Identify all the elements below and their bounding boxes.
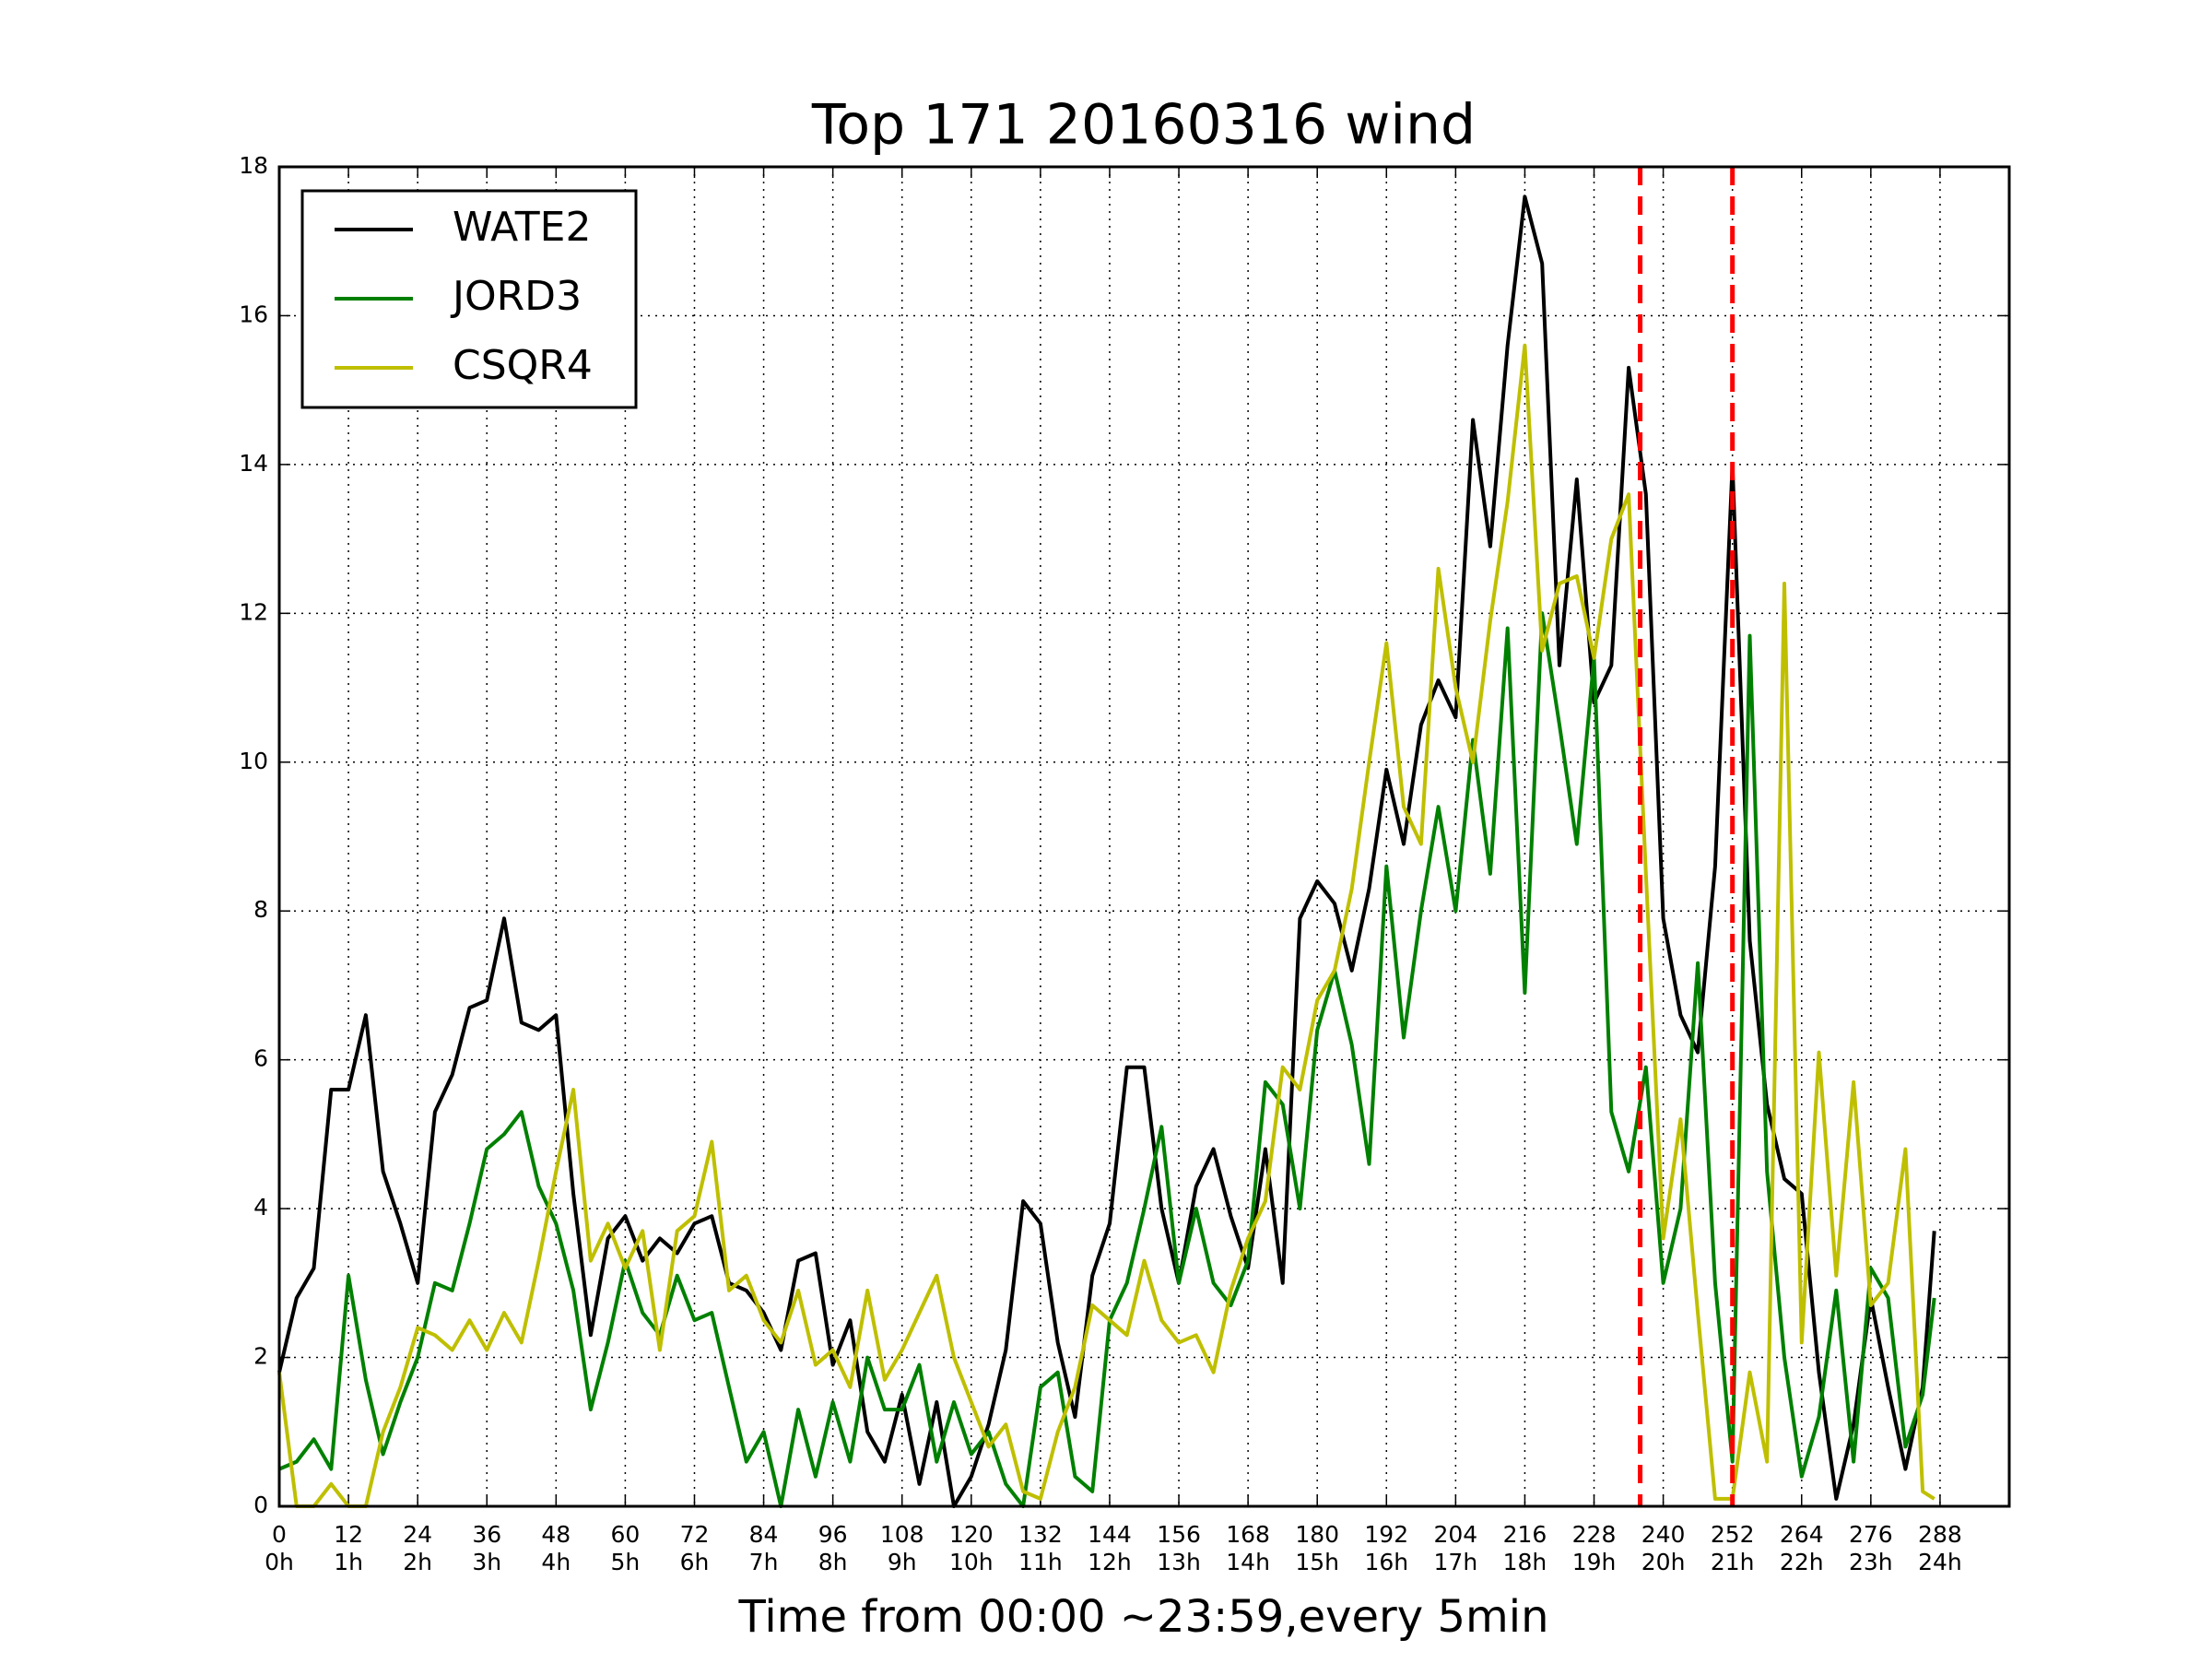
x-tick-label: 156 [1157, 1521, 1201, 1548]
x-tick-hour-label: 0h [265, 1549, 294, 1575]
x-tick-label: 36 [472, 1521, 501, 1548]
x-tick-label: 276 [1849, 1521, 1893, 1548]
x-tick-hour-label: 8h [818, 1549, 848, 1575]
x-tick-label: 24 [403, 1521, 432, 1548]
x-tick-label: 132 [1018, 1521, 1063, 1548]
legend-label: JORD3 [450, 273, 582, 320]
x-tick-label: 180 [1295, 1521, 1339, 1548]
x-tick-hour-label: 6h [680, 1549, 710, 1575]
x-tick-label: 108 [880, 1521, 924, 1548]
x-tick-hour-label: 24h [1918, 1549, 1962, 1575]
x-tick-label: 240 [1641, 1521, 1686, 1548]
x-tick-label: 12 [334, 1521, 363, 1548]
y-tick-label: 18 [239, 152, 268, 179]
y-tick-label: 10 [239, 748, 268, 774]
x-tick-label: 48 [541, 1521, 571, 1548]
x-tick-hour-label: 16h [1364, 1549, 1408, 1575]
x-tick-label: 84 [749, 1521, 779, 1548]
x-tick-label: 216 [1503, 1521, 1547, 1548]
x-tick-hour-label: 3h [472, 1549, 501, 1575]
x-tick-label: 228 [1572, 1521, 1617, 1548]
x-tick-hour-label: 22h [1780, 1549, 1824, 1575]
x-tick-label: 168 [1226, 1521, 1270, 1548]
x-tick-hour-label: 21h [1711, 1549, 1755, 1575]
x-tick-label: 264 [1780, 1521, 1824, 1548]
x-tick-hour-label: 17h [1434, 1549, 1478, 1575]
y-tick-label: 8 [253, 896, 268, 923]
x-tick-hour-label: 19h [1572, 1549, 1617, 1575]
x-tick-label: 144 [1088, 1521, 1132, 1548]
y-tick-label: 0 [253, 1492, 268, 1518]
x-tick-hour-label: 20h [1641, 1549, 1686, 1575]
x-tick-hour-label: 10h [949, 1549, 994, 1575]
x-tick-label: 72 [680, 1521, 710, 1548]
x-tick-label: 120 [949, 1521, 994, 1548]
x-tick-label: 0 [272, 1521, 287, 1548]
x-tick-hour-label: 2h [403, 1549, 432, 1575]
series-line [277, 343, 1936, 1508]
x-tick-hour-label: 18h [1503, 1549, 1547, 1575]
legend-label: CSQR4 [453, 342, 593, 389]
y-tick-label: 12 [239, 598, 268, 625]
plot-frame [277, 165, 2011, 1508]
y-tick-label: 6 [253, 1045, 268, 1072]
y-tick-label: 4 [253, 1194, 268, 1221]
x-tick-hour-label: 7h [749, 1549, 779, 1575]
x-tick-hour-label: 5h [611, 1549, 641, 1575]
y-tick-label: 14 [239, 450, 268, 477]
x-tick-hour-label: 15h [1295, 1549, 1339, 1575]
x-tick-label: 96 [818, 1521, 848, 1548]
x-axis-label: Time from 00:00 ~23:59,every 5min [738, 1591, 1549, 1643]
x-tick-hour-label: 23h [1849, 1549, 1893, 1575]
x-tick-hour-label: 9h [888, 1549, 917, 1575]
x-tick-label: 60 [610, 1521, 640, 1548]
chart-title: Top 171 20160316 wind [811, 93, 1476, 158]
x-tick-hour-label: 4h [541, 1549, 571, 1575]
x-tick-label: 288 [1918, 1521, 1962, 1548]
x-tick-hour-label: 11h [1018, 1549, 1063, 1575]
x-tick-hour-label: 12h [1088, 1549, 1132, 1575]
series-line [277, 195, 1936, 1508]
x-tick-label: 192 [1364, 1521, 1408, 1548]
y-tick-label: 2 [253, 1343, 268, 1370]
x-tick-label: 204 [1434, 1521, 1478, 1548]
x-tick-hour-label: 13h [1157, 1549, 1201, 1575]
y-tick-label: 16 [239, 301, 268, 327]
x-tick-label: 252 [1711, 1521, 1755, 1548]
x-tick-hour-label: 1h [334, 1549, 363, 1575]
legend-label: WATE2 [453, 204, 591, 251]
x-tick-hour-label: 14h [1226, 1549, 1270, 1575]
